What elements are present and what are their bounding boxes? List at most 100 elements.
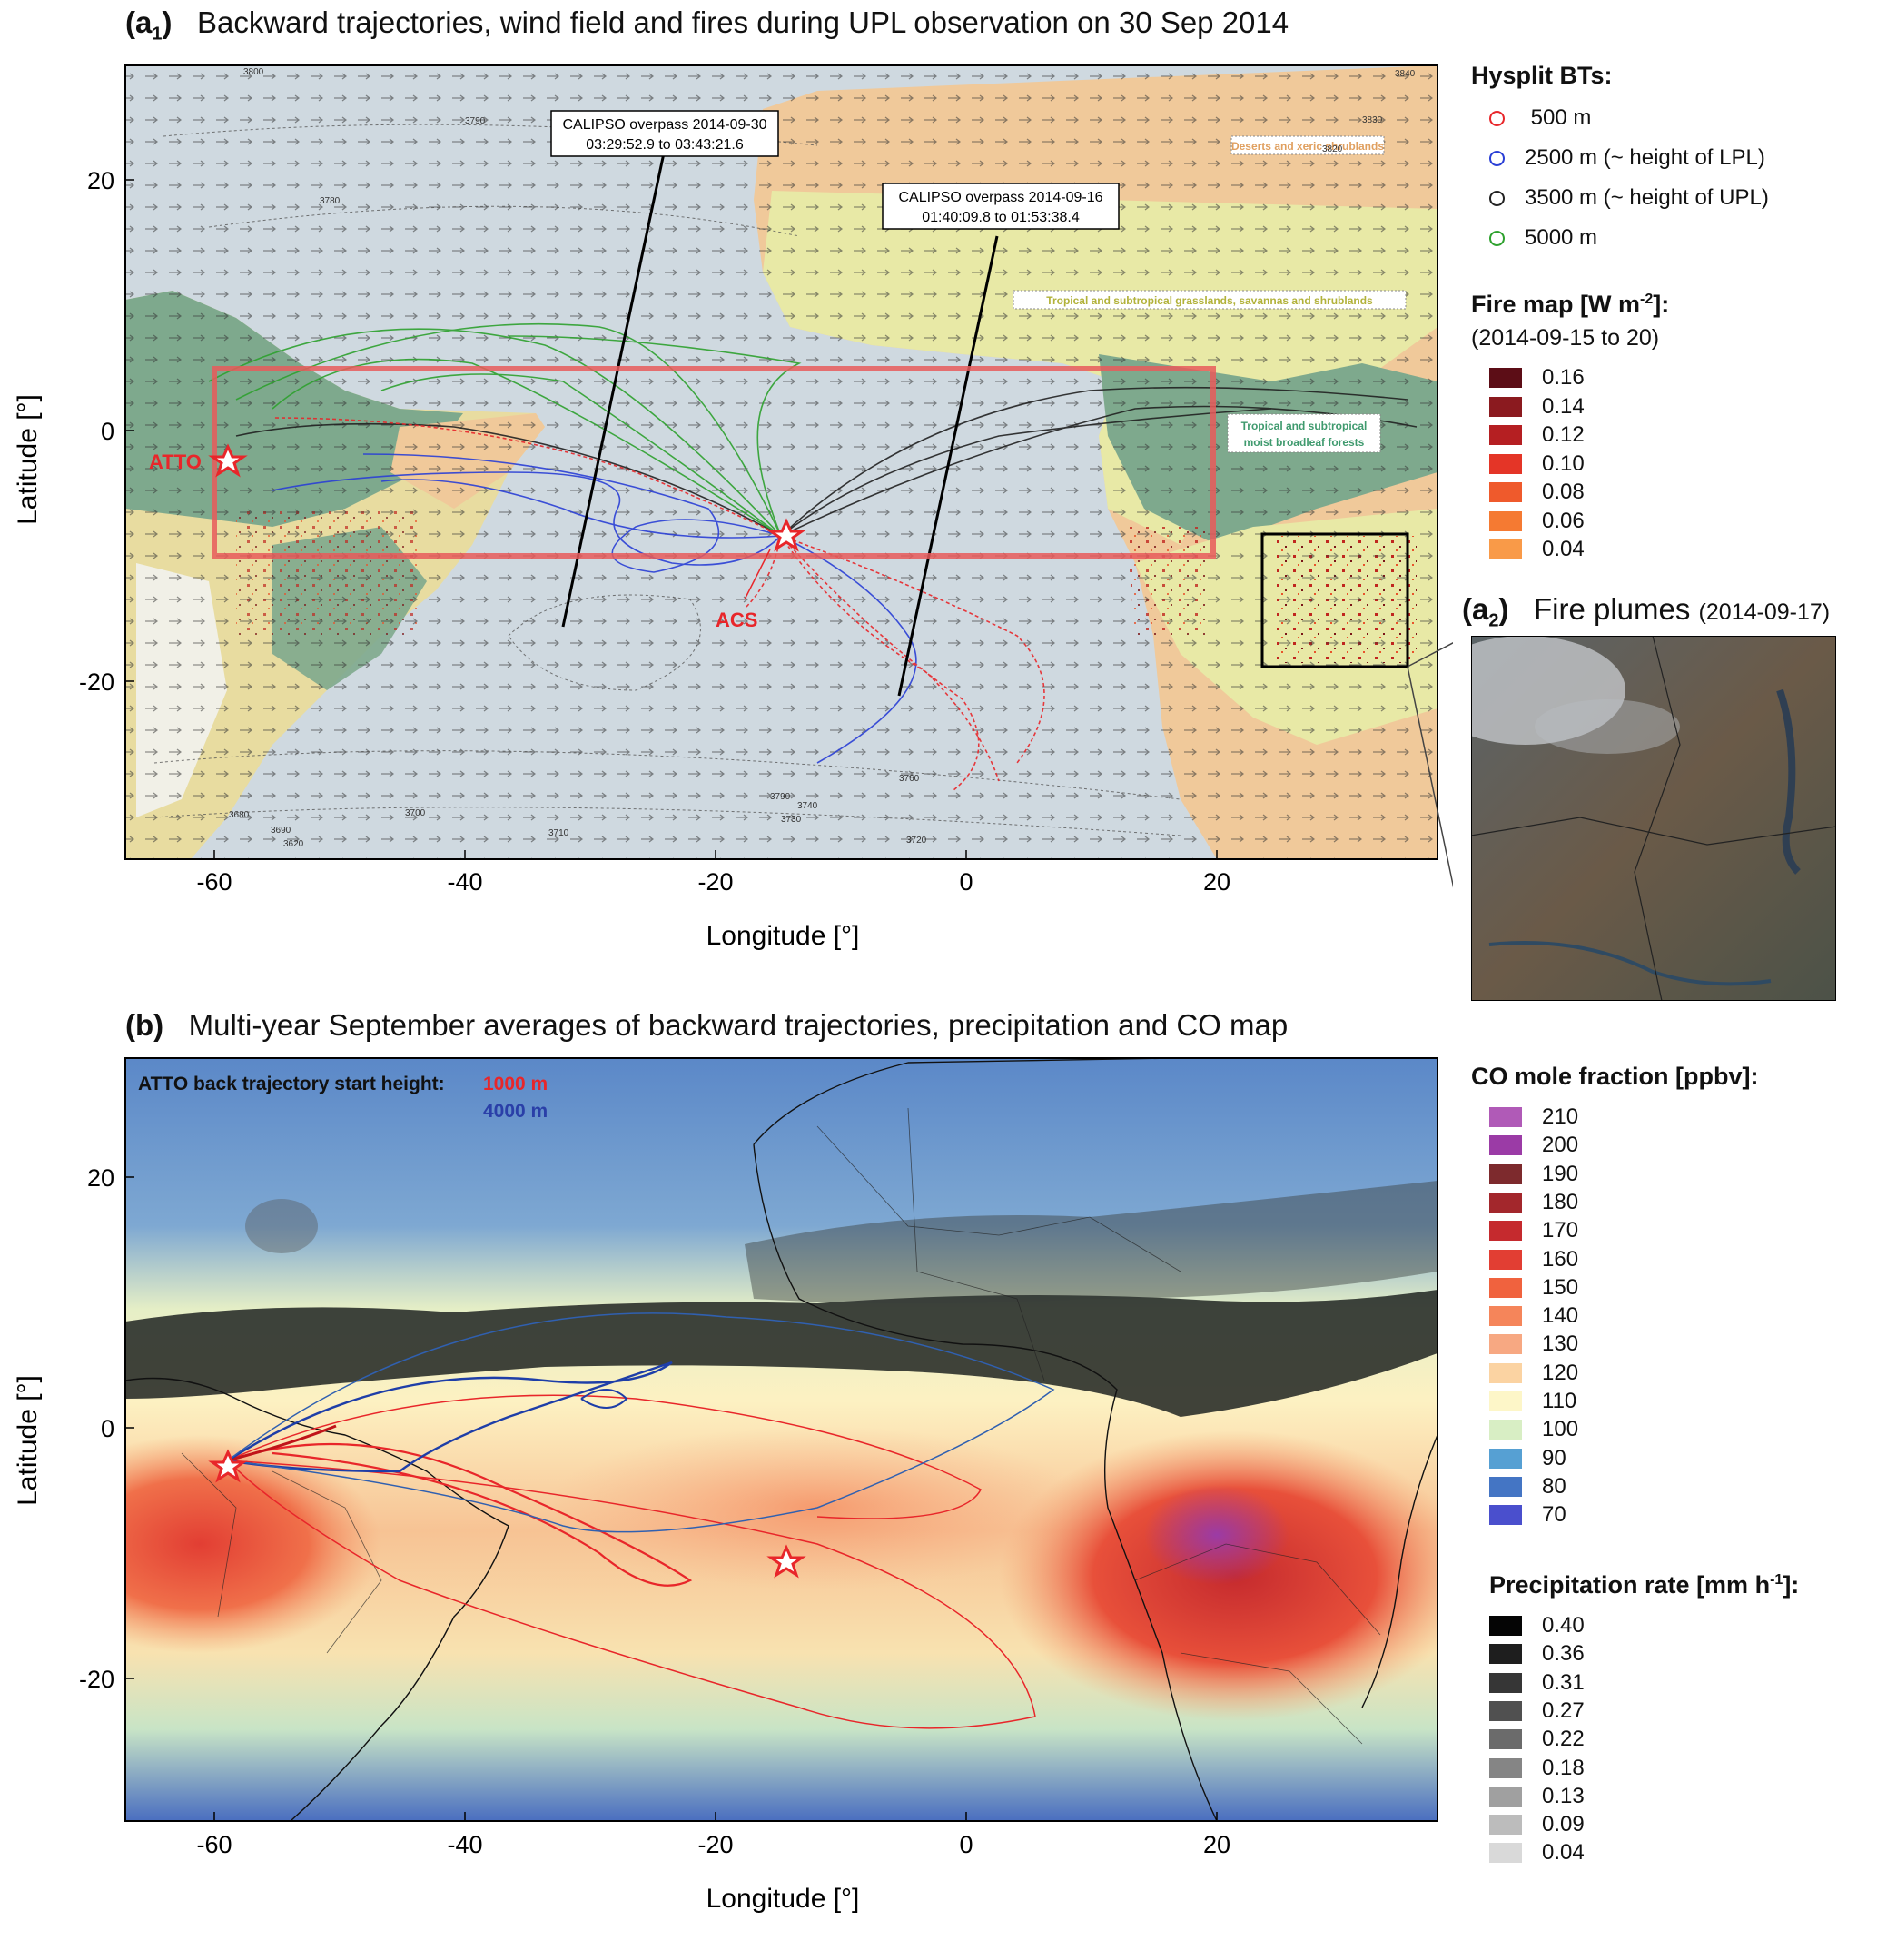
svg-text:3720: 3720 <box>906 836 927 846</box>
co-legend-row: 90 <box>1489 1446 1566 1471</box>
panel-a2-date: (2014-09-17) <box>1698 599 1831 625</box>
svg-text:20: 20 <box>1203 868 1230 896</box>
panel-b-map: ATTO back trajectory start height: 1000 … <box>13 1057 1438 1914</box>
multi-year-trajectories-4000m <box>227 1312 1055 1533</box>
panel-b-tick-marks <box>125 1176 1218 1821</box>
co-legend-label: 170 <box>1542 1218 1579 1243</box>
atto-label: ATTO <box>149 450 202 473</box>
panel-b-xlabel: Longitude [°] <box>706 1884 860 1914</box>
calipso-0916-box <box>882 183 1120 230</box>
panel-a2-label-close: ) <box>1498 592 1509 626</box>
panel-a1-title-text: Backward trajectories, wind field and fi… <box>196 5 1289 39</box>
panel-b-title: (b) Multi-year September averages of bac… <box>125 1008 1288 1043</box>
co-legend-label: 140 <box>1542 1303 1579 1329</box>
co-legend-label: 200 <box>1542 1133 1579 1158</box>
panel-a1-tick-marks <box>125 179 1218 859</box>
co-legend-swatch <box>1489 1135 1522 1156</box>
co-legend-row: 190 <box>1489 1162 1578 1187</box>
acs-leader <box>744 549 771 600</box>
svg-text:3790: 3790 <box>770 792 791 802</box>
precip-legend-label: 0.09 <box>1542 1812 1585 1837</box>
svg-text:-20: -20 <box>79 668 114 696</box>
acs-star-b <box>766 1544 806 1579</box>
co-legend-swatch <box>1489 1306 1522 1327</box>
co-legend-row: 150 <box>1489 1275 1578 1301</box>
co-legend-label: 210 <box>1542 1104 1579 1129</box>
fire-legend-swatch <box>1489 510 1522 531</box>
svg-text:0: 0 <box>959 1831 973 1858</box>
svg-text:20: 20 <box>87 167 114 194</box>
precip-legend-label: 0.13 <box>1542 1783 1585 1808</box>
co-legend-swatch <box>1489 1448 1522 1469</box>
panel-b-label: (b) <box>125 1008 164 1042</box>
biome-forest-label-2: moist broadleaf forests <box>1244 436 1365 449</box>
fire-legend-label: 0.04 <box>1542 537 1585 561</box>
trajectories-2500m <box>272 453 917 764</box>
panel-b-y-ticks: 20 0 -20 <box>79 1164 114 1693</box>
svg-text:0: 0 <box>101 1415 114 1442</box>
svg-text:-20: -20 <box>697 1831 733 1858</box>
panel-a2-title-text: Fire plumes <box>1533 592 1691 626</box>
svg-text:20: 20 <box>87 1164 114 1192</box>
legend-fire-title: Fire map [W m-2]: <box>1471 291 1670 318</box>
wind-field-arrows <box>125 65 1437 859</box>
co-legend-label: 130 <box>1542 1331 1579 1357</box>
precip-legend-label: 0.27 <box>1542 1698 1585 1723</box>
precip-legend-row: 0.13 <box>1489 1784 1585 1809</box>
calipso-track-0916 <box>897 235 999 697</box>
co-legend-label: 90 <box>1542 1445 1566 1470</box>
circle-red-icon <box>1489 110 1505 126</box>
precipitation-sahel <box>745 1181 1437 1303</box>
panel-a1-ylabel: Latitude [°] <box>13 394 43 525</box>
precip-legend-swatch <box>1489 1786 1522 1807</box>
precipitation-itcz <box>125 1290 1437 1417</box>
svg-text:0: 0 <box>101 418 114 445</box>
precip-legend-swatch <box>1489 1616 1522 1636</box>
precip-legend-label: 0.18 <box>1542 1755 1585 1780</box>
panel-b-x-ticks: -60 -40 -20 0 20 <box>196 1831 1230 1858</box>
fire-legend-swatch <box>1489 539 1522 559</box>
calipso-0916-line1: CALIPSO overpass 2014-09-16 <box>898 190 1102 205</box>
fire-legend-label: 0.14 <box>1542 393 1585 419</box>
biome-grass-label: Tropical and subtropical grasslands, sav… <box>1046 294 1373 307</box>
precip-legend-row: 0.27 <box>1489 1698 1585 1724</box>
fire-legend-row: 0.16 <box>1489 365 1585 391</box>
co-legend-row: 210 <box>1489 1104 1578 1130</box>
circle-black-icon <box>1489 190 1505 206</box>
co-legend-swatch <box>1489 1163 1522 1184</box>
panel-a1-y-ticks: 20 0 -20 <box>79 167 114 696</box>
precip-legend-row: 0.22 <box>1489 1727 1585 1752</box>
svg-text:3700: 3700 <box>405 808 426 818</box>
precip-legend-swatch <box>1489 1644 1522 1665</box>
precip-legend-row: 0.09 <box>1489 1812 1585 1837</box>
fire-legend-label: 0.10 <box>1542 450 1585 476</box>
calipso-0930-line2: 03:29:52.9 to 03:43:21.6 <box>586 137 744 153</box>
precip-legend-label: 0.40 <box>1542 1613 1585 1638</box>
border-lines <box>1471 817 1836 846</box>
atto-star <box>208 443 248 478</box>
panel-a1-xlabel: Longitude [°] <box>706 921 860 951</box>
calipso-0930-box <box>550 110 779 157</box>
precip-legend-row: 0.18 <box>1489 1756 1585 1781</box>
panel-a1-label-sub: 1 <box>152 24 163 45</box>
precip-legend-swatch <box>1489 1815 1522 1836</box>
precip-legend-swatch <box>1489 1729 1522 1750</box>
svg-text:3690: 3690 <box>271 826 291 836</box>
fire-legend-row: 0.04 <box>1489 537 1585 562</box>
legend-bt-500: 500 m <box>1489 105 1591 131</box>
svg-text:3780: 3780 <box>320 196 341 206</box>
co-legend-row: 170 <box>1489 1218 1578 1243</box>
svg-text:-20: -20 <box>697 868 733 896</box>
fire-legend-row: 0.14 <box>1489 394 1585 420</box>
co-legend-label: 110 <box>1542 1389 1577 1413</box>
precip-legend-swatch <box>1489 1700 1522 1721</box>
precip-legend-row: 0.36 <box>1489 1641 1585 1667</box>
panel-a1-label: (a <box>125 5 153 39</box>
fire-legend-label: 0.16 <box>1542 365 1585 390</box>
svg-text:3760: 3760 <box>899 774 920 784</box>
co-legend-label: 150 <box>1542 1274 1579 1300</box>
panel-a1-label-close: ) <box>162 5 173 39</box>
cloud-area <box>1471 636 1625 745</box>
co-legend-label: 80 <box>1542 1473 1566 1499</box>
circle-green-icon <box>1489 230 1505 246</box>
